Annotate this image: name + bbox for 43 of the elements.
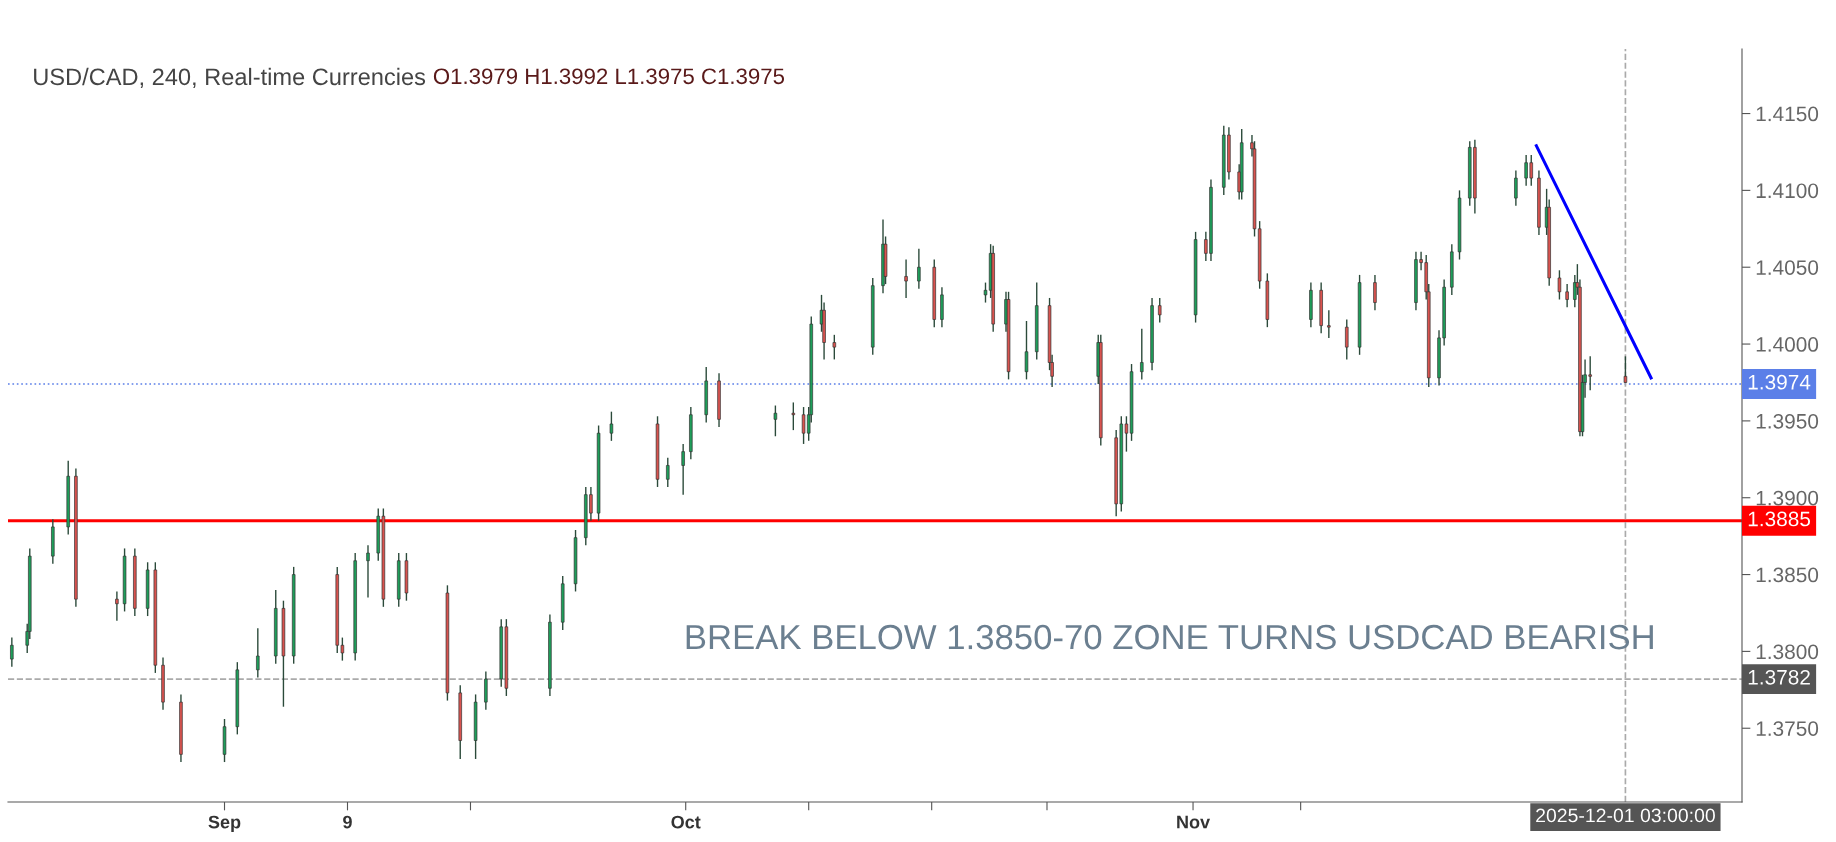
y-tick-label: 1.3900	[1756, 490, 1819, 506]
x-tick-label: Oct	[671, 815, 701, 829]
candlestick	[1158, 297, 1162, 324]
y-tick-label: 1.4050	[1756, 260, 1819, 275]
y-tick-label: 1.4150	[1756, 106, 1819, 122]
candlestick	[256, 627, 260, 679]
candlestick	[609, 410, 614, 442]
candlestick	[484, 670, 488, 711]
ref-line-label: 2025-12-01 03:00:00	[1536, 808, 1715, 823]
candlestick	[1373, 274, 1377, 311]
candlestick	[1327, 309, 1331, 339]
candlestick	[666, 457, 670, 488]
ref-line-label: 1.3782	[1748, 669, 1810, 685]
candlestick	[773, 404, 778, 437]
candlestick	[1345, 318, 1349, 361]
y-tick-label: 1.3850	[1756, 567, 1819, 583]
annotation: BREAK BELOW 1.3850-70 ZONE TURNS USDCAD BEARISH	[686, 624, 1653, 650]
y-tick-label: 1.4000	[1756, 337, 1819, 352]
candlestick	[1140, 327, 1144, 381]
ref-line-label: 1.3885	[1748, 511, 1811, 527]
candlestick	[904, 258, 908, 299]
candlestick	[10, 636, 14, 668]
candlestick	[115, 590, 119, 622]
y-tick-label: 1.3800	[1756, 644, 1819, 660]
candlestick	[832, 334, 837, 361]
candlestick	[1565, 283, 1569, 308]
ref-line-label: 1.3974	[1748, 374, 1811, 390]
x-tick-label: 9	[343, 815, 352, 829]
y-tick-label: 1.4100	[1756, 183, 1819, 199]
x-tick-label: Nov	[1177, 815, 1211, 829]
candlestick	[1557, 269, 1562, 301]
candlestick	[366, 544, 370, 599]
candlestick	[917, 248, 921, 290]
text: O1.3979 H1.3992 L1.3975 C1.3975	[433, 68, 785, 85]
x-tick-label: Sep	[208, 815, 241, 833]
candlestick	[1514, 169, 1518, 207]
candlestick	[791, 401, 796, 431]
y-tick-label: 1.3750	[1756, 721, 1819, 736]
candlestick	[1024, 320, 1029, 381]
text: USD/CAD, 240, Real-time Currencies	[34, 67, 426, 88]
y-tick-label: 1.3950	[1756, 413, 1819, 429]
candlestick	[1623, 355, 1628, 384]
candlestick	[681, 443, 685, 496]
